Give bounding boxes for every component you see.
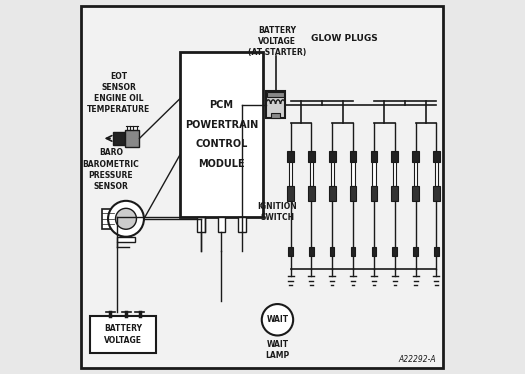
Bar bbox=[350, 186, 356, 201]
Bar bbox=[393, 247, 397, 256]
Bar bbox=[391, 186, 398, 201]
Text: WAIT
LAMP: WAIT LAMP bbox=[265, 340, 290, 361]
Text: MODULE: MODULE bbox=[198, 159, 245, 169]
Circle shape bbox=[108, 201, 144, 237]
Bar bbox=[351, 247, 355, 256]
Bar bbox=[329, 186, 335, 201]
Bar bbox=[371, 186, 377, 201]
Text: BARO
BAROMETRIC
PRESSURE
SENSOR: BARO BAROMETRIC PRESSURE SENSOR bbox=[82, 148, 140, 191]
Bar bbox=[434, 247, 439, 256]
Bar bbox=[218, 217, 225, 232]
Bar bbox=[102, 209, 113, 229]
Bar bbox=[372, 162, 375, 186]
Bar bbox=[310, 162, 313, 186]
Bar bbox=[287, 186, 294, 201]
Bar bbox=[90, 316, 156, 353]
Text: CONTROL: CONTROL bbox=[195, 140, 248, 149]
Bar bbox=[350, 151, 356, 162]
Bar bbox=[289, 162, 292, 186]
Bar bbox=[309, 247, 313, 256]
Bar bbox=[308, 186, 315, 201]
Bar bbox=[433, 151, 440, 162]
Bar bbox=[433, 186, 440, 201]
Bar bbox=[331, 162, 334, 186]
FancyBboxPatch shape bbox=[81, 6, 443, 368]
Bar bbox=[371, 151, 377, 162]
Bar bbox=[414, 162, 417, 186]
Bar bbox=[351, 162, 355, 186]
Bar bbox=[288, 247, 293, 256]
Bar bbox=[372, 247, 376, 256]
Bar bbox=[413, 247, 418, 256]
Bar bbox=[238, 217, 246, 232]
Bar bbox=[393, 162, 396, 186]
Text: GLOW PLUGS: GLOW PLUGS bbox=[311, 34, 378, 43]
Bar bbox=[329, 151, 335, 162]
Text: A22292-A: A22292-A bbox=[399, 355, 436, 364]
Bar bbox=[180, 52, 262, 217]
Bar bbox=[287, 151, 294, 162]
Bar bbox=[435, 162, 438, 186]
Bar bbox=[308, 151, 315, 162]
Bar bbox=[391, 151, 398, 162]
Text: BATTERY
VOLTAGE: BATTERY VOLTAGE bbox=[104, 324, 142, 345]
Text: POWERTRAIN: POWERTRAIN bbox=[185, 120, 258, 130]
Bar bbox=[125, 130, 140, 147]
Text: BATTERY
VOLTAGE
(AT STARTER): BATTERY VOLTAGE (AT STARTER) bbox=[248, 26, 307, 57]
Text: PCM: PCM bbox=[209, 101, 233, 110]
Bar bbox=[266, 91, 285, 118]
Bar bbox=[330, 247, 334, 256]
Bar bbox=[412, 151, 419, 162]
Text: WAIT: WAIT bbox=[266, 315, 289, 324]
Bar bbox=[412, 186, 419, 201]
Text: EOT
SENSOR
ENGINE OIL
TEMPERATURE: EOT SENSOR ENGINE OIL TEMPERATURE bbox=[87, 72, 150, 114]
Bar bbox=[271, 113, 280, 118]
Bar bbox=[117, 237, 135, 242]
Text: IGNITION
SWITCH: IGNITION SWITCH bbox=[258, 202, 297, 222]
Circle shape bbox=[116, 208, 136, 229]
Bar bbox=[113, 132, 125, 145]
Bar bbox=[197, 217, 205, 232]
Circle shape bbox=[262, 304, 293, 335]
Bar bbox=[267, 92, 284, 97]
